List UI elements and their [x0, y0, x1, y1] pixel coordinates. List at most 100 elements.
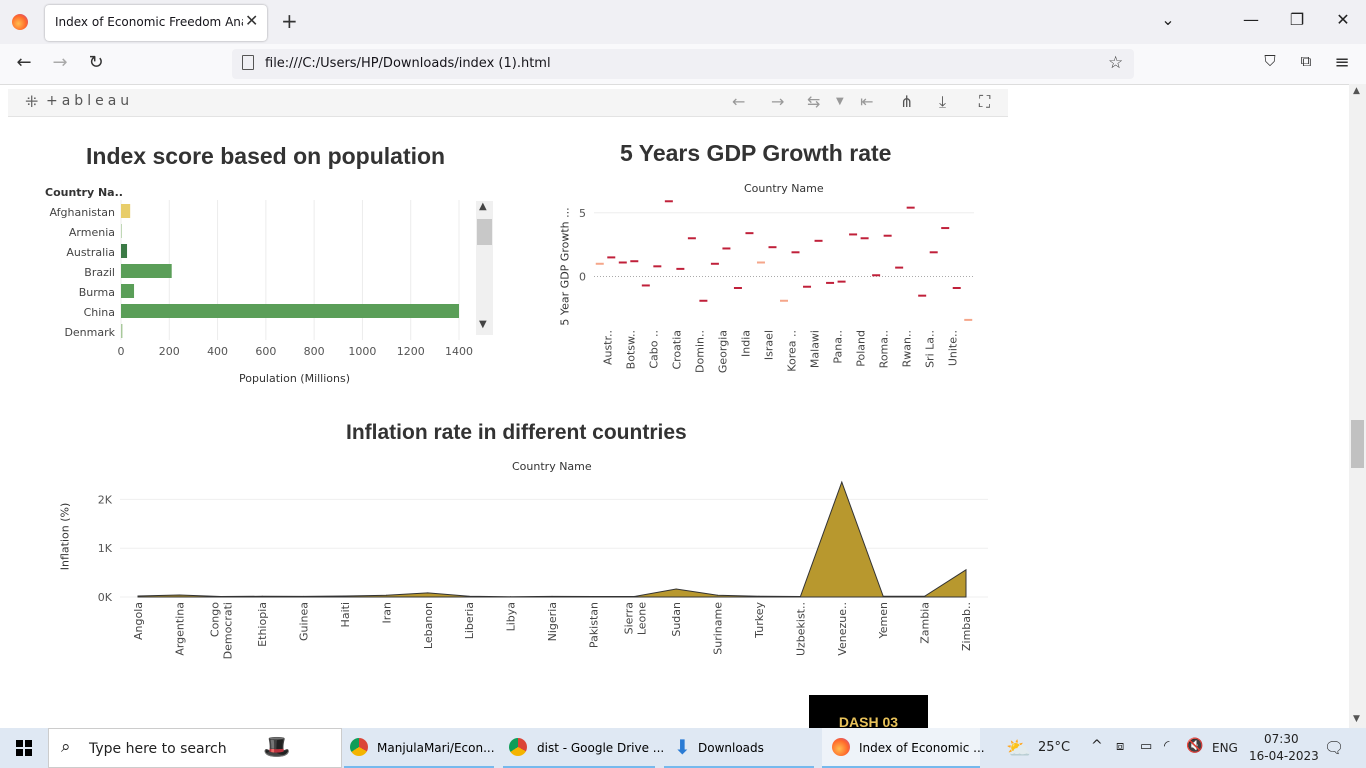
revert-icon[interactable]: ⇆: [807, 92, 821, 111]
x-tick-label: 0: [118, 345, 125, 358]
inflation-area: [137, 480, 967, 598]
windows-taskbar: ⌕ Type here to search 🎩 ManjulaMari/Econ…: [0, 728, 1366, 768]
y-tick-label: 0: [579, 271, 586, 284]
taskbar-app-chrome-drive[interactable]: dist - Google Drive ...: [503, 728, 664, 768]
x-tick-label: Iran: [380, 602, 393, 624]
tableau-toolbar: ⁜ +ableau ← → ⇆ ▼ ⇤ ⋔ ⤓ ⛶: [8, 89, 1008, 117]
page-scroll-up-icon[interactable]: ▲: [1353, 86, 1360, 96]
population-bar: [121, 304, 459, 318]
inflation-point: [468, 595, 470, 597]
taskbar-app-downloads[interactable]: ⬇ Downloads: [664, 728, 814, 768]
x-tick-label: Leone: [635, 602, 648, 635]
download-icon[interactable]: ⤓: [939, 92, 947, 111]
notification-icon[interactable]: 🗨: [1324, 738, 1345, 757]
page-scroll-down-icon[interactable]: ▼: [1353, 714, 1360, 724]
population-bar: [121, 244, 128, 258]
tab-list-icon[interactable]: ⌄: [1161, 10, 1175, 29]
x-tick-label: Sri La..: [924, 330, 937, 368]
wifi-icon[interactable]: ◜: [1164, 738, 1170, 754]
inflation-point: [882, 595, 884, 597]
taskbar-app-firefox[interactable]: Index of Economic ...: [822, 728, 985, 768]
menu-icon[interactable]: ≡: [1334, 52, 1350, 73]
battery-icon[interactable]: ▭: [1140, 739, 1153, 754]
x-tick-label: Turkey: [753, 602, 766, 639]
chart1-scrollbar[interactable]: ▲ ▼: [476, 201, 493, 335]
tray-chevron-icon[interactable]: ^: [1091, 738, 1103, 754]
x-tick-label: Austr..: [601, 330, 614, 365]
page-scrollbar[interactable]: ▲ ▼: [1349, 84, 1366, 728]
volume-muted-icon[interactable]: 🔇: [1186, 738, 1204, 754]
inflation-point: [344, 595, 346, 597]
pocket-icon[interactable]: ⛉: [1264, 52, 1276, 70]
inflation-point: [924, 595, 926, 597]
y-tick-label: 2K: [98, 493, 113, 506]
search-highlight-icon: 🎩: [263, 735, 291, 760]
windows-start-icon[interactable]: [16, 740, 32, 756]
population-bar: [121, 284, 135, 298]
scroll-down-icon[interactable]: ▼: [479, 319, 487, 330]
forward-icon[interactable]: →: [52, 52, 68, 73]
x-tick-label: 600: [255, 345, 276, 358]
taskbar-app-label: dist - Google Drive ...: [537, 741, 665, 755]
inflation-point: [261, 595, 263, 597]
x-tick-label: 1200: [397, 345, 425, 358]
taskbar-search-box[interactable]: ⌕ Type here to search 🎩: [48, 728, 342, 768]
y-tick-label: 5: [579, 207, 586, 220]
url-bar[interactable]: file:///C:/Users/HP/Downloads/index (1).…: [232, 49, 1134, 79]
taskbar-app-label: ManjulaMari/Econ...: [377, 741, 495, 755]
url-text[interactable]: file:///C:/Users/HP/Downloads/index (1).…: [265, 56, 551, 71]
chart2-title: 5 Years GDP Growth rate: [620, 140, 892, 166]
page-scroll-thumb[interactable]: [1351, 420, 1364, 468]
inflation-point: [799, 596, 801, 598]
bar-category-label: Brazil: [84, 266, 115, 279]
x-tick-label: 800: [304, 345, 325, 358]
chart1-scroll-thumb[interactable]: [477, 219, 492, 245]
x-tick-label: Unite..: [947, 330, 960, 366]
reset-icon[interactable]: ⇤: [860, 92, 874, 111]
x-tick-label: Botsw..: [624, 330, 637, 369]
bar-category-label: Australia: [66, 246, 115, 259]
language-indicator[interactable]: ENG: [1212, 741, 1238, 755]
x-tick-label: Israel: [762, 330, 775, 360]
clock-date[interactable]: 16-04-2023: [1249, 749, 1319, 763]
inflation-point: [303, 595, 305, 597]
y-tick-label: 0K: [98, 591, 113, 604]
bookmark-star-icon[interactable]: ☆: [1108, 53, 1124, 73]
close-tab-icon[interactable]: ✕: [245, 11, 259, 30]
dash-03-button[interactable]: DASH 03: [809, 695, 928, 730]
tray-network-icon[interactable]: ⧈: [1116, 739, 1125, 754]
x-tick-label: Pana..: [832, 330, 845, 364]
redo-icon[interactable]: →: [771, 92, 785, 111]
close-window-icon[interactable]: ✕: [1336, 10, 1350, 29]
browser-tab[interactable]: Index of Economic Freedom Analysi ✕: [45, 5, 267, 41]
inflation-point: [510, 596, 512, 598]
new-tab-button[interactable]: +: [281, 9, 298, 33]
inflation-point: [178, 594, 180, 596]
x-tick-label: 1400: [445, 345, 473, 358]
extensions-icon[interactable]: ⧉: [1300, 52, 1312, 70]
fullscreen-icon[interactable]: ⛶: [979, 92, 991, 111]
browser-tab-bar: Index of Economic Freedom Analysi ✕ + ⌄ …: [0, 0, 1366, 44]
share-icon[interactable]: ⋔: [900, 92, 914, 111]
taskbar-app-chrome-github[interactable]: ManjulaMari/Econ...: [344, 728, 495, 768]
x-tick-label: Lebanon: [422, 602, 435, 649]
taskbar-search-placeholder: Type here to search: [89, 741, 227, 757]
undo-icon[interactable]: ←: [732, 92, 746, 111]
tableau-logo: +ableau: [46, 93, 134, 109]
x-tick-label: Croatia: [670, 330, 683, 370]
gdp-growth-chart: 0 5 Austr.. Botsw.. Cabo .. Croatia Domin.. Geo…: [579, 200, 974, 373]
y-tick-label: 1K: [98, 542, 113, 555]
minimize-icon[interactable]: —: [1243, 10, 1259, 29]
x-tick-label: Suriname: [712, 602, 725, 655]
weather-icon[interactable]: ⛅: [1006, 736, 1031, 760]
inflation-point: [551, 595, 553, 597]
revert-dropdown-icon[interactable]: ▼: [836, 96, 844, 107]
clock-time[interactable]: 07:30: [1264, 732, 1299, 746]
x-tick-label: Sudan: [670, 602, 683, 637]
restore-icon[interactable]: ❐: [1289, 10, 1305, 29]
scroll-up-icon[interactable]: ▲: [479, 201, 487, 212]
reload-icon[interactable]: ↻: [88, 52, 104, 73]
weather-temp[interactable]: 25°C: [1038, 740, 1071, 755]
back-icon[interactable]: ←: [16, 52, 32, 73]
x-tick-label: Zimbab..: [960, 602, 973, 651]
